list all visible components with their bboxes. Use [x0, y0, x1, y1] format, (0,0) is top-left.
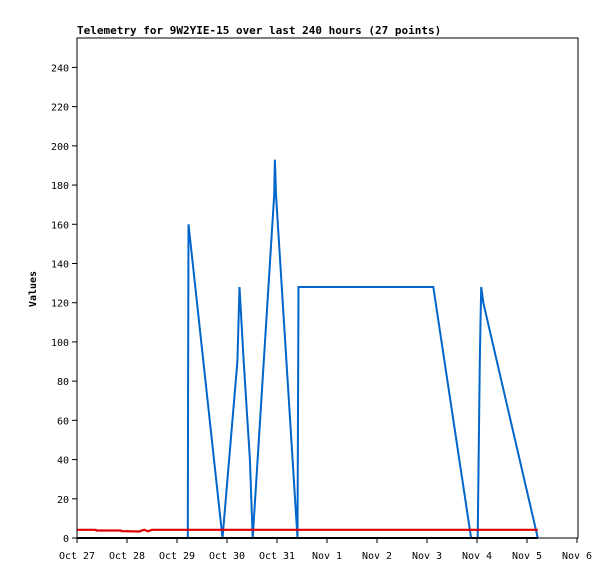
- chart-title: Telemetry for 9W2YIE-15 over last 240 ho…: [77, 24, 441, 37]
- x-tick-label: Oct 30: [209, 551, 245, 562]
- x-tick-label: Nov 5: [512, 551, 542, 562]
- y-tick-label: 100: [51, 338, 69, 349]
- x-tick-label: Oct 28: [109, 551, 145, 562]
- x-axis: Oct 27 Oct 28 Oct 29 Oct 30 Oct 31 Nov 1 Nov 2…: [59, 538, 592, 562]
- y-tick-label: 60: [57, 416, 69, 427]
- x-tick-label: Nov 2: [362, 551, 392, 562]
- y-tick-label: 80: [57, 377, 69, 388]
- y-axis: 0 20 40 60 80 100 120 140 160 180 200 220 240: [51, 63, 77, 545]
- y-tick-label: 220: [51, 103, 69, 114]
- y-tick-label: 120: [51, 299, 69, 310]
- y-tick-label: 140: [51, 259, 69, 270]
- blue-series-line: [77, 159, 539, 539]
- y-axis-label: Values: [28, 271, 39, 307]
- y-tick-label: 20: [57, 495, 69, 506]
- y-tick-label: 180: [51, 181, 69, 192]
- x-tick-label: Nov 1: [312, 551, 342, 562]
- x-tick-label: Oct 27: [59, 551, 95, 562]
- y-tick-label: 0: [63, 534, 69, 545]
- y-tick-label: 160: [51, 220, 69, 231]
- y-tick-label: 40: [57, 456, 69, 467]
- y-tick-label: 200: [51, 142, 69, 153]
- y-tick-label: 240: [51, 63, 69, 74]
- x-tick-label: Nov 3: [412, 551, 442, 562]
- x-tick-label: Nov 6: [562, 551, 592, 562]
- x-tick-label: Nov 4: [462, 551, 492, 562]
- series-layer: [77, 159, 539, 539]
- x-tick-label: Oct 31: [259, 551, 295, 562]
- red-series-line: [77, 528, 538, 533]
- x-tick-label: Oct 29: [159, 551, 195, 562]
